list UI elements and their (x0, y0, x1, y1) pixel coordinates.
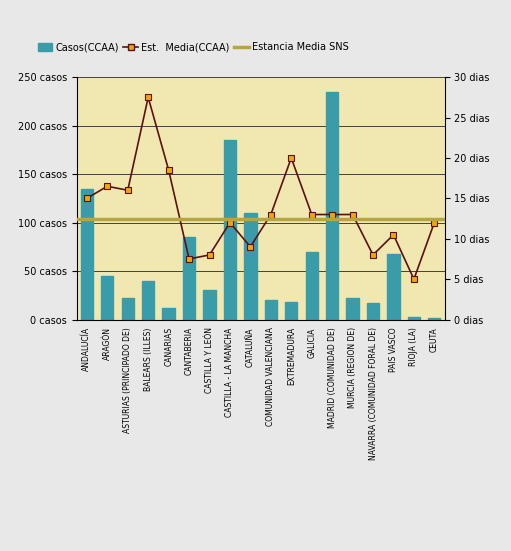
Bar (265, 300, 277, 320)
Bar (285, 302, 297, 320)
Bar (122, 298, 134, 320)
Bar (183, 237, 195, 320)
Bar (142, 281, 154, 320)
Bar (162, 308, 175, 320)
Bar (306, 252, 318, 320)
Bar (346, 298, 359, 320)
Bar (387, 253, 400, 320)
Bar (244, 213, 257, 320)
Bar (367, 303, 379, 320)
Bar (326, 91, 338, 320)
Legend: Casos(CCAA), Est.  Media(CCAA), Estancia Media SNS: Casos(CCAA), Est. Media(CCAA), Estancia … (34, 39, 352, 56)
Bar (101, 276, 113, 320)
Bar (428, 317, 440, 320)
Bar (224, 140, 236, 320)
Bar (81, 188, 93, 320)
Bar (203, 290, 216, 320)
Bar (408, 317, 420, 320)
